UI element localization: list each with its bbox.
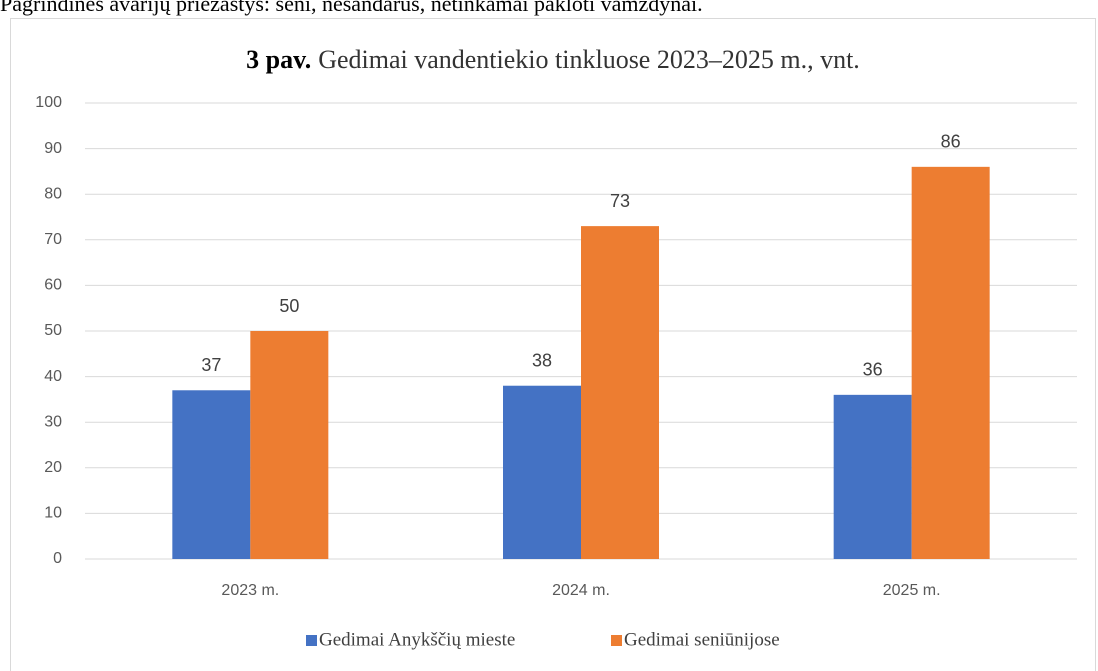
y-tick-label: 100 [35,94,62,111]
x-tick-label: 2023 m. [221,582,279,599]
y-tick-label: 70 [44,231,62,248]
legend-label: Gedimai Anykščių mieste [319,629,515,650]
data-label: 36 [863,360,883,380]
y-tick-label: 60 [44,277,62,294]
bar [503,385,581,559]
legend-label: Gedimai seniūnijose [624,629,780,650]
legend-swatch [611,635,622,646]
y-tick-label: 20 [44,459,62,476]
y-tick-label: 50 [44,322,62,339]
bar [911,166,990,559]
data-label: 73 [610,191,630,211]
legend-swatch [306,635,317,646]
data-label: 86 [941,132,961,152]
bar [250,331,329,559]
page-text: Pagrindinės avarijų priežastys: seni, ne… [0,0,703,16]
y-tick-label: 30 [44,413,62,430]
chart-title: 3 pav. Gedimai vandentiekio tinkluose 202… [246,45,860,74]
data-label: 37 [201,355,221,375]
bar [172,390,251,559]
y-tick-label: 10 [44,505,62,522]
data-label: 38 [532,350,552,370]
data-label: 50 [279,296,299,316]
y-tick-label: 40 [44,368,62,385]
figure-label: 3 pav. [246,45,311,74]
bar [581,226,659,559]
x-tick-label: 2025 m. [883,582,941,599]
x-tick-label: 2024 m. [552,582,610,599]
y-tick-label: 0 [53,550,62,567]
title-text: Gedimai vandentiekio tinkluose 2023–2025… [318,45,860,74]
y-tick-label: 90 [44,140,62,157]
y-tick-label: 80 [44,185,62,202]
bar [833,394,912,559]
